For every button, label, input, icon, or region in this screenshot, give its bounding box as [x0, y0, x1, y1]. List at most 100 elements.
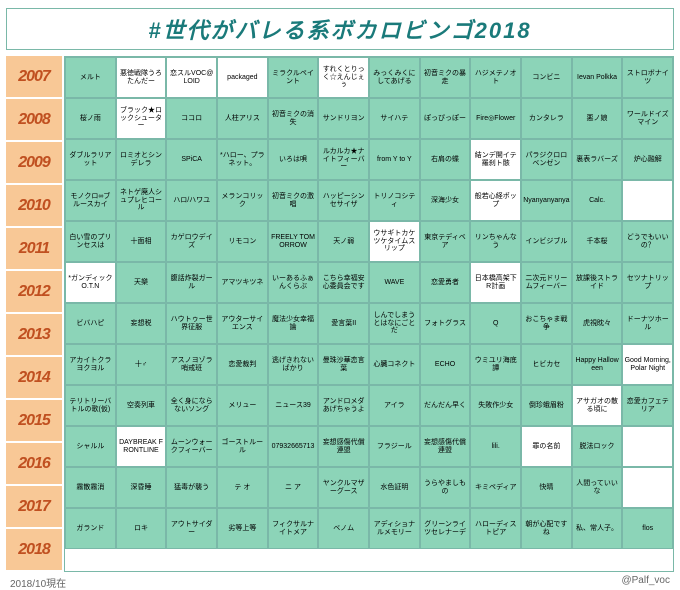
bingo-cell[interactable]: 愛言葉II	[318, 303, 369, 344]
bingo-cell[interactable]: 天樂	[116, 262, 167, 303]
bingo-cell[interactable]: 初音ミクの消失	[268, 98, 319, 139]
bingo-cell[interactable]: ハウトゥー世界征服	[166, 303, 217, 344]
bingo-cell[interactable]: 二次元ドリームフィーバー	[521, 262, 572, 303]
bingo-cell[interactable]: すれくとりっく☆えんじぇぅ	[318, 57, 369, 98]
bingo-cell[interactable]: アサガオの散る頃に	[572, 385, 623, 426]
bingo-cell[interactable]: 天ノ弱	[318, 221, 369, 262]
bingo-cell[interactable]: 曼珠沙華恋言葉	[318, 344, 369, 385]
bingo-cell[interactable]: うらやましもの	[420, 467, 471, 508]
bingo-cell[interactable]: 腹話炸裂ガール	[166, 262, 217, 303]
bingo-cell[interactable]: ルカルカ★ナイトフィーバー	[318, 139, 369, 180]
bingo-cell[interactable]: カゲロウデイズ	[166, 221, 217, 262]
bingo-cell[interactable]: 妄想感傷代償連盟	[420, 426, 471, 467]
bingo-cell[interactable]: 炉心融解	[622, 139, 673, 180]
bingo-cell[interactable]: ニュース39	[268, 385, 319, 426]
bingo-cell[interactable]: メリュー	[217, 385, 268, 426]
bingo-cell[interactable]: テ オ	[217, 467, 268, 508]
bingo-cell[interactable]: 深昏睡	[116, 467, 167, 508]
bingo-cell[interactable]: ネトゲ廃人シュプレヒコール	[116, 180, 167, 221]
bingo-cell[interactable]: 朝が心配ですね	[521, 508, 572, 549]
bingo-cell[interactable]: 結ンデ開イテ羅刹ト骸	[470, 139, 521, 180]
bingo-cell[interactable]: FREELY TOMORROW	[268, 221, 319, 262]
bingo-cell[interactable]: 失敗作少女	[470, 385, 521, 426]
bingo-cell[interactable]: フォトグラス	[420, 303, 471, 344]
bingo-cell[interactable]	[622, 180, 673, 221]
bingo-cell[interactable]: ロキ	[116, 508, 167, 549]
bingo-cell[interactable]: 白い雪のプリンセスは	[65, 221, 116, 262]
bingo-cell[interactable]: 千本桜	[572, 221, 623, 262]
bingo-cell[interactable]: WAVE	[369, 262, 420, 303]
bingo-cell[interactable]: ウミユリ海底譚	[470, 344, 521, 385]
bingo-cell[interactable]: 裏表ラバーズ	[572, 139, 623, 180]
bingo-cell[interactable]: ゴーストルール	[217, 426, 268, 467]
bingo-cell[interactable]: Good Morning, Polar Night	[622, 344, 673, 385]
bingo-cell[interactable]: だんだん早く	[420, 385, 471, 426]
bingo-cell[interactable]: ヤンクルマザーグース	[318, 467, 369, 508]
bingo-cell[interactable]: 悪徳戦隊うろたんだー	[116, 57, 167, 98]
bingo-cell[interactable]	[622, 467, 673, 508]
bingo-cell[interactable]: ウサギトカケツケタイムスリップ	[369, 221, 420, 262]
bingo-cell[interactable]: 妄想税	[116, 303, 167, 344]
bingo-cell[interactable]: from Y to Y	[369, 139, 420, 180]
bingo-cell[interactable]: ビバハピ	[65, 303, 116, 344]
bingo-cell[interactable]: 桜ノ雨	[65, 98, 116, 139]
bingo-cell[interactable]: ブラック★ロックシューター	[116, 98, 167, 139]
bingo-cell[interactable]: 猛毒が襲う	[166, 467, 217, 508]
bingo-cell[interactable]: ヒビカセ	[521, 344, 572, 385]
bingo-cell[interactable]: アウトサイダー	[166, 508, 217, 549]
bingo-cell[interactable]: シャルル	[65, 426, 116, 467]
bingo-cell[interactable]: packaged	[217, 57, 268, 98]
bingo-cell[interactable]: Fire◎Flower	[470, 98, 521, 139]
bingo-cell[interactable]: 恋愛裁判	[217, 344, 268, 385]
bingo-cell[interactable]: アディショナルメモリー	[369, 508, 420, 549]
bingo-cell[interactable]: 初音ミクの激唱	[268, 180, 319, 221]
bingo-cell[interactable]: 脱法ロック	[572, 426, 623, 467]
bingo-cell[interactable]: 深海少女	[420, 180, 471, 221]
bingo-cell[interactable]: 人柱アリス	[217, 98, 268, 139]
bingo-cell[interactable]: 十♂	[116, 344, 167, 385]
bingo-cell[interactable]: 放課後ストライド	[572, 262, 623, 303]
bingo-cell[interactable]: ガランド	[65, 508, 116, 549]
bingo-cell[interactable]: ハロ/ハワユ	[166, 180, 217, 221]
bingo-cell[interactable]: グリーンライツセレナーデ	[420, 508, 471, 549]
bingo-cell[interactable]: 東京テディベア	[420, 221, 471, 262]
bingo-cell[interactable]: Happy Halloween	[572, 344, 623, 385]
bingo-cell[interactable]: 空奏列車	[116, 385, 167, 426]
bingo-cell[interactable]: 07932665713	[268, 426, 319, 467]
bingo-cell[interactable]: アウターサイエンス	[217, 303, 268, 344]
bingo-cell[interactable]: flos	[622, 508, 673, 549]
bingo-cell[interactable]: いーあるふぁんくらぶ	[268, 262, 319, 303]
bingo-cell[interactable]: 十面相	[116, 221, 167, 262]
bingo-cell[interactable]: 人間っていいな	[572, 467, 623, 508]
bingo-cell[interactable]: みっくみくにしてあげる	[369, 57, 420, 98]
bingo-cell[interactable]: アスノヨゾラ哨戒班	[166, 344, 217, 385]
bingo-cell[interactable]: 魔法少女幸福論	[268, 303, 319, 344]
bingo-cell[interactable]: lili.	[470, 426, 521, 467]
bingo-cell[interactable]: トリノコシティ	[369, 180, 420, 221]
bingo-cell[interactable]: ECHO	[420, 344, 471, 385]
bingo-cell[interactable]: アカイトクラヨクヨル	[65, 344, 116, 385]
bingo-cell[interactable]: サンドリヨン	[318, 98, 369, 139]
bingo-cell[interactable]: メルト	[65, 57, 116, 98]
bingo-cell[interactable]: ワールドイズマイン	[622, 98, 673, 139]
bingo-cell[interactable]: Calc.	[572, 180, 623, 221]
bingo-cell[interactable]: こちら幸福安心委員会です	[318, 262, 369, 303]
bingo-cell[interactable]: ベノム	[318, 508, 369, 549]
bingo-cell[interactable]: 妄想感傷代償連盟	[318, 426, 369, 467]
bingo-cell[interactable]: 全く身にならないソング	[166, 385, 217, 426]
bingo-cell[interactable]: いろは唄	[268, 139, 319, 180]
bingo-cell[interactable]: 初音ミクの暴走	[420, 57, 471, 98]
bingo-cell[interactable]: ハッピーシンセサイザ	[318, 180, 369, 221]
bingo-cell[interactable]: DAYBREAK FRONTLINE	[116, 426, 167, 467]
bingo-cell[interactable]: インビジブル	[521, 221, 572, 262]
bingo-cell[interactable]: テリトリーバトルの歌(仮)	[65, 385, 116, 426]
bingo-cell[interactable]: 恋スルVOC@LOID	[166, 57, 217, 98]
bingo-cell[interactable]: ハジメテノオト	[470, 57, 521, 98]
bingo-cell[interactable]: 罪の名前	[521, 426, 572, 467]
bingo-cell[interactable]: ぽっぴっぽー	[420, 98, 471, 139]
bingo-cell[interactable]: 水色証明	[369, 467, 420, 508]
bingo-cell[interactable]: 倒珍蛾眉粉	[521, 385, 572, 426]
bingo-cell[interactable]: モノクロ∞ブルースカイ	[65, 180, 116, 221]
bingo-cell[interactable]: ニ ア	[268, 467, 319, 508]
bingo-cell[interactable]: アンドロメダあげちゃうよ	[318, 385, 369, 426]
